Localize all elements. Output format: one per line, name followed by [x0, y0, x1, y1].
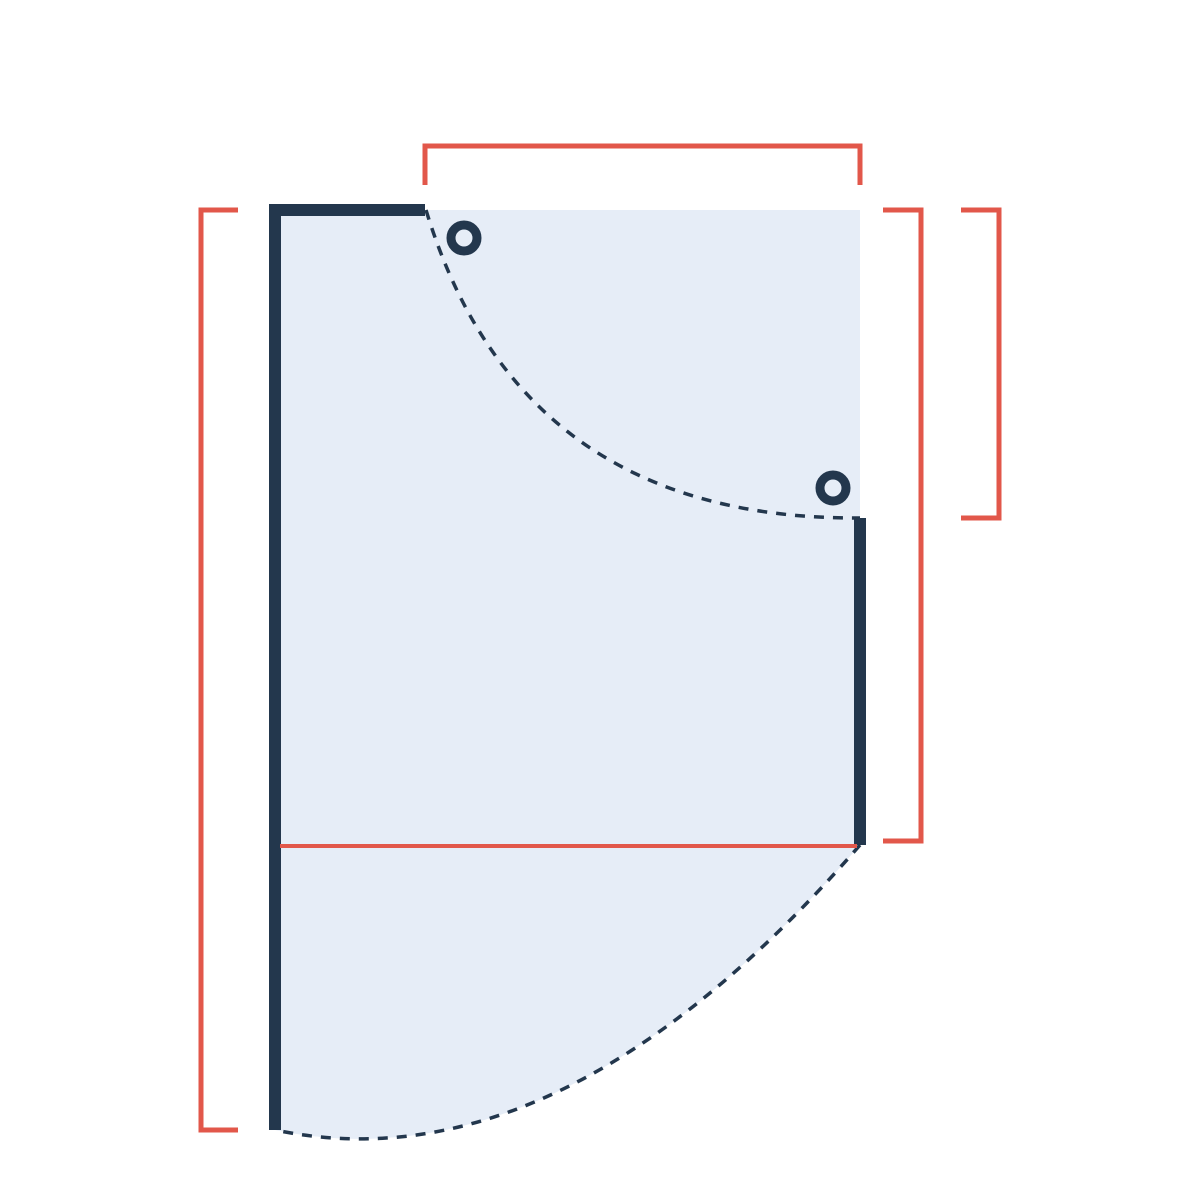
- pivot-marker-right: [815, 470, 851, 506]
- bottom-dashed-curve: [274, 843, 862, 1141]
- shape-fill: [275, 210, 860, 1139]
- dimension-right-outer-height: [961, 207, 1002, 521]
- pivot-marker-top: [446, 220, 482, 256]
- outline-left-top: [269, 204, 425, 1130]
- dimension-left-height: [198, 207, 238, 1133]
- dimension-right-inner-height: [883, 207, 924, 844]
- dimension-top-width: [422, 143, 863, 185]
